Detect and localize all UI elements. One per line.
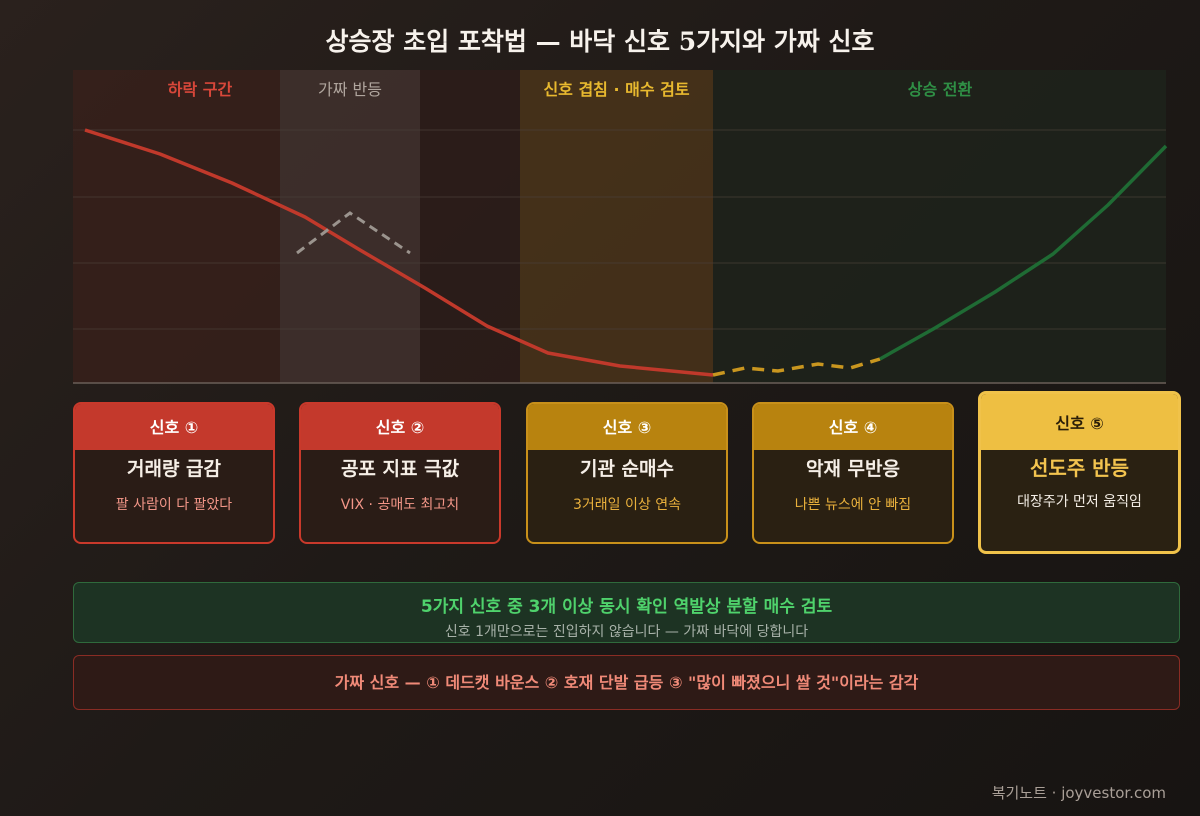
- fake-bounce-line: [296, 211, 411, 255]
- grid-lines: [73, 129, 1166, 330]
- signal-card-desc: 나쁜 뉴스에 안 빠짐: [794, 497, 912, 513]
- fake-signal-banner: 가짜 신호 — ① 데드캣 바운스 ② 호재 단발 급등 ③ "많이 빠졌으니 …: [73, 655, 1180, 710]
- decline-line: [84, 128, 714, 377]
- zone-bg-decline-2: [420, 70, 520, 383]
- zone-bg-signal-overlap: [520, 70, 713, 383]
- buy-rule-sub: 신호 1개만으로는 진입하지 않습니다 — 가짜 바닥에 당합니다: [444, 624, 809, 640]
- signal-card-desc: VIX · 공매도 최고치: [340, 497, 460, 513]
- signal-card-head: 신호 ③: [528, 404, 726, 450]
- zone-label-uptrend: 상승 전환: [907, 80, 973, 99]
- signal-card-3: 신호 ③ 기관 순매수 3거래일 이상 연속: [526, 402, 728, 544]
- signal-card-2: 신호 ② 공포 지표 극값 VIX · 공매도 최고치: [299, 402, 501, 544]
- footer-credit: 복기노트 · joyvestor.com: [991, 784, 1166, 802]
- page-title: 상승장 초입 포착법 — 바닥 신호 5가지와 가짜 신호: [325, 27, 875, 56]
- signal-card-title: 기관 순매수: [579, 458, 674, 480]
- signal-card-head: 신호 ⑤: [981, 394, 1178, 450]
- zone-label-decline: 하락 구간: [167, 80, 233, 99]
- signal-card-desc: 3거래일 이상 연속: [573, 497, 681, 513]
- zone-bg-fake-bounce: [280, 70, 420, 383]
- signal-card-4: 신호 ④ 악재 무반응 나쁜 뉴스에 안 빠짐: [752, 402, 954, 544]
- fake-signal-text: 가짜 신호 — ① 데드캣 바운스 ② 호재 단발 급등 ③ "많이 빠졌으니 …: [334, 673, 919, 692]
- signal-card-head: 신호 ②: [301, 404, 499, 450]
- buy-rule-banner: 5가지 신호 중 3개 이상 동시 확인 역발상 분할 매수 검토 신호 1개만…: [73, 582, 1180, 643]
- signal-card-title: 선도주 반등: [1030, 456, 1129, 480]
- buy-rule-main: 5가지 신호 중 3개 이상 동시 확인 역발상 분할 매수 검토: [420, 597, 833, 617]
- zone-bg-uptrend: [713, 70, 1166, 383]
- signal-card-title: 악재 무반응: [805, 458, 900, 480]
- signal-card-5: 신호 ⑤ 선도주 반등 대장주가 먼저 움직임: [978, 391, 1181, 554]
- signal-card-title: 거래량 급감: [126, 458, 221, 480]
- bottom-line: [712, 357, 881, 377]
- signal-card-desc: 팔 사람이 다 팔았다: [115, 497, 233, 513]
- signal-card-head: 신호 ①: [75, 404, 273, 450]
- signal-card-title: 공포 지표 극값: [340, 458, 460, 480]
- rise-line: [879, 144, 1168, 361]
- signal-card-head: 신호 ④: [754, 404, 952, 450]
- signal-card-desc: 대장주가 먼저 움직임: [1017, 494, 1142, 510]
- price-chart: [73, 70, 1168, 384]
- zone-label-fake-bounce: 가짜 반등: [318, 80, 382, 99]
- zone-bg-decline: [73, 70, 280, 383]
- zone-label-signal-overlap: 신호 겹침 · 매수 검토: [543, 80, 690, 99]
- signal-card-1: 신호 ① 거래량 급감 팔 사람이 다 팔았다: [73, 402, 275, 544]
